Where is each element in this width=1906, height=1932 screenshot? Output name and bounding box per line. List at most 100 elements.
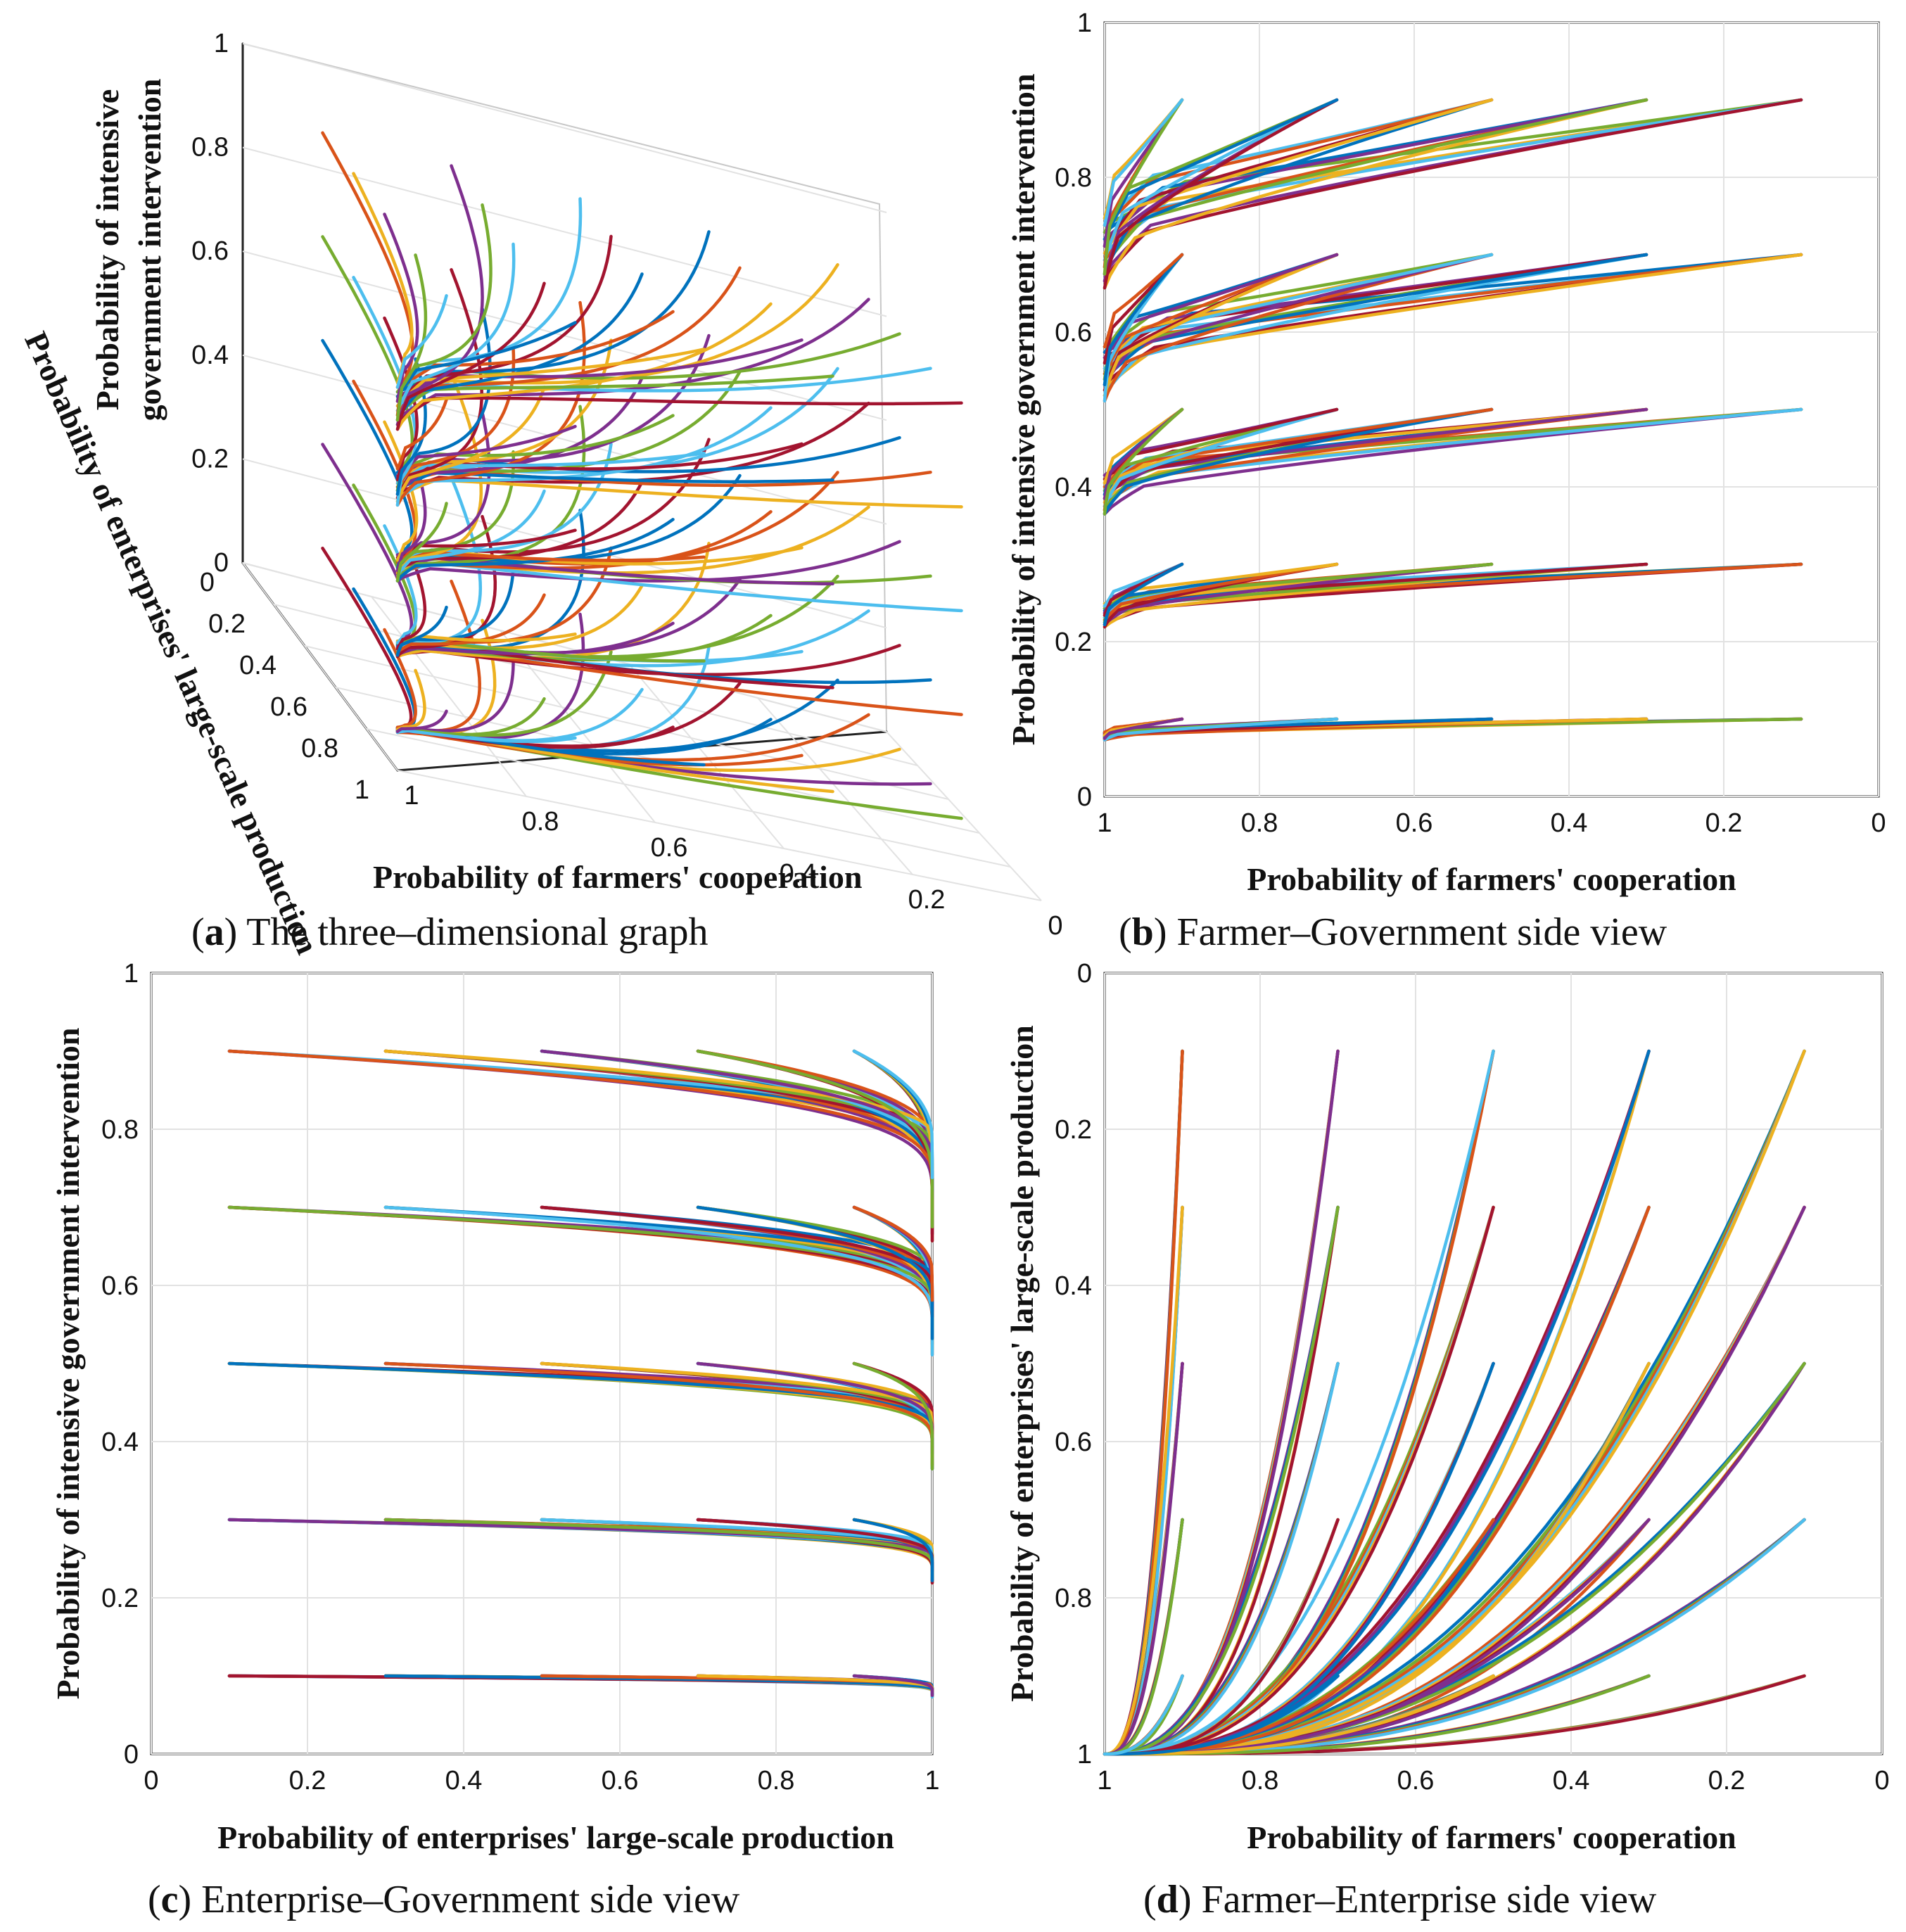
a-trajectory-line bbox=[395, 294, 448, 389]
a-trajectory-line bbox=[395, 540, 901, 583]
c-xtick-label: 0.8 bbox=[758, 1766, 795, 1796]
b-ytick-label: 0.2 bbox=[1055, 628, 1092, 657]
a-trajectory-line bbox=[395, 376, 644, 496]
b-xtick-label: 0.8 bbox=[1241, 808, 1278, 838]
panel-a-trajectories bbox=[321, 131, 963, 820]
c-trajectory-line bbox=[540, 1049, 934, 1201]
c-xtick-label: 0 bbox=[144, 1766, 158, 1796]
panel-b-ylabel: Probability of intensive government inte… bbox=[1005, 74, 1041, 746]
c-trajectory-line bbox=[383, 1205, 934, 1308]
a-trajectory-line bbox=[395, 398, 448, 471]
a-ytick-label: 1 bbox=[355, 775, 369, 805]
a-trajectory-line bbox=[395, 298, 870, 422]
a-ztick-label: 0 bbox=[214, 548, 229, 578]
c-trajectory-line bbox=[540, 1205, 934, 1318]
panel-a-xlabel: Probability of farmers' cooperation bbox=[373, 859, 862, 895]
c-trajectory-line bbox=[852, 1674, 934, 1698]
a-trajectory-line bbox=[395, 633, 577, 643]
a-trajectory-line bbox=[395, 253, 428, 422]
d-trajectory-line bbox=[1103, 1049, 1495, 1756]
b-trajectory-line bbox=[1103, 98, 1803, 255]
b-trajectory-line bbox=[1103, 98, 1494, 227]
panel-b-xlabel: Probability of farmers' cooperation bbox=[1247, 861, 1736, 897]
panel-b-gridlines bbox=[1104, 22, 1879, 797]
c-ytick-label: 0 bbox=[124, 1740, 139, 1769]
b-ytick-label: 0 bbox=[1077, 782, 1092, 812]
c-trajectory-line bbox=[383, 1518, 934, 1580]
b-trajectory-line bbox=[1103, 407, 1184, 516]
d-trajectory-line bbox=[1103, 1674, 1340, 1756]
d-xtick-label: 0.4 bbox=[1553, 1766, 1590, 1796]
a-trajectory-line bbox=[395, 729, 577, 744]
a-grid-line bbox=[397, 770, 1042, 901]
panel-d-trajectories bbox=[1103, 1049, 1806, 1756]
a-trajectory-line bbox=[395, 502, 448, 583]
a-trajectory-line bbox=[395, 554, 515, 648]
a-trajectory-line bbox=[395, 480, 644, 573]
a-xtick-label: 0.2 bbox=[908, 885, 946, 915]
a-xtick-label: 0.4 bbox=[780, 859, 817, 889]
b-trajectory-line bbox=[1103, 98, 1494, 276]
b-trajectory-line bbox=[1103, 98, 1648, 269]
a-grid-line bbox=[273, 604, 918, 766]
a-trajectory-line bbox=[321, 443, 414, 649]
b-trajectory-line bbox=[1103, 98, 1339, 290]
a-trajectory-line bbox=[395, 164, 484, 426]
d-ytick-label: 1 bbox=[1077, 1740, 1092, 1769]
d-xtick-label: 0.8 bbox=[1242, 1766, 1279, 1796]
a-trajectory-line bbox=[395, 709, 448, 733]
b-trajectory-line bbox=[1103, 717, 1184, 740]
a-grid-line bbox=[628, 663, 784, 849]
a-trajectory-line bbox=[395, 263, 839, 403]
a-trajectory-line bbox=[395, 514, 497, 659]
b-trajectory-line bbox=[1103, 98, 1184, 227]
d-trajectory-line bbox=[1103, 1205, 1184, 1756]
a-trajectory-line bbox=[395, 374, 834, 417]
a-trajectory-line bbox=[395, 197, 583, 384]
a-trajectory-line bbox=[395, 242, 516, 412]
d-xtick-label: 0 bbox=[1874, 1766, 1889, 1796]
b-trajectory-line bbox=[1103, 98, 1494, 255]
a-trajectory-line bbox=[395, 367, 932, 408]
b-ytick-label: 0.6 bbox=[1055, 318, 1092, 348]
c-ytick-label: 1 bbox=[124, 959, 139, 989]
d-trajectory-line bbox=[1103, 1205, 1340, 1756]
a-trajectory-line bbox=[395, 321, 577, 398]
a-ytick-label: 0 bbox=[200, 568, 215, 597]
c-xtick-label: 1 bbox=[925, 1766, 939, 1796]
a-grid-line bbox=[242, 354, 887, 525]
c-trajectory-line bbox=[383, 1205, 934, 1357]
panel-a-zlabel-line2: government intervention bbox=[132, 79, 167, 421]
d-ytick-label: 0.4 bbox=[1055, 1271, 1092, 1301]
b-xtick-label: 0.2 bbox=[1705, 808, 1743, 838]
a-ytick-label: 0.6 bbox=[270, 692, 307, 722]
b-trajectory-line bbox=[1103, 98, 1339, 241]
c-trajectory-line bbox=[383, 1049, 934, 1173]
c-trajectory-line bbox=[852, 1049, 934, 1180]
c-ytick-label: 0.4 bbox=[101, 1428, 139, 1457]
c-ytick-label: 0.8 bbox=[101, 1115, 139, 1145]
b-trajectory-line bbox=[1103, 407, 1803, 500]
b-xtick-label: 0.6 bbox=[1396, 808, 1433, 838]
panel-d-caption: (d) Farmer–Enterprise side view bbox=[1143, 1878, 1657, 1921]
d-trajectory-line bbox=[1103, 1674, 1184, 1756]
c-ytick-label: 0.2 bbox=[101, 1584, 139, 1613]
b-trajectory-line bbox=[1103, 253, 1184, 387]
a-grid-line bbox=[242, 562, 398, 771]
a-trajectory-line bbox=[352, 172, 414, 384]
a-trajectory-line bbox=[321, 235, 414, 492]
a-grid-line bbox=[304, 645, 949, 800]
b-trajectory-line bbox=[1103, 407, 1339, 508]
b-trajectory-line bbox=[1103, 407, 1494, 516]
c-xtick-label: 0.4 bbox=[445, 1766, 483, 1796]
panel-a-zlabel: Probability of intensive government inte… bbox=[89, 79, 167, 421]
a-trajectory-line bbox=[395, 406, 773, 503]
b-trajectory-line bbox=[1103, 253, 1339, 398]
a-trajectory-line bbox=[383, 628, 417, 729]
c-xtick-label: 0.6 bbox=[602, 1766, 639, 1796]
panel-c-xlabel: Probability of enterprises' large-scale … bbox=[217, 1819, 894, 1855]
a-grid-line bbox=[366, 728, 1011, 868]
b-trajectory-line bbox=[1103, 253, 1339, 360]
d-xtick-label: 0.2 bbox=[1708, 1766, 1746, 1796]
b-trajectory-line bbox=[1103, 562, 1339, 622]
